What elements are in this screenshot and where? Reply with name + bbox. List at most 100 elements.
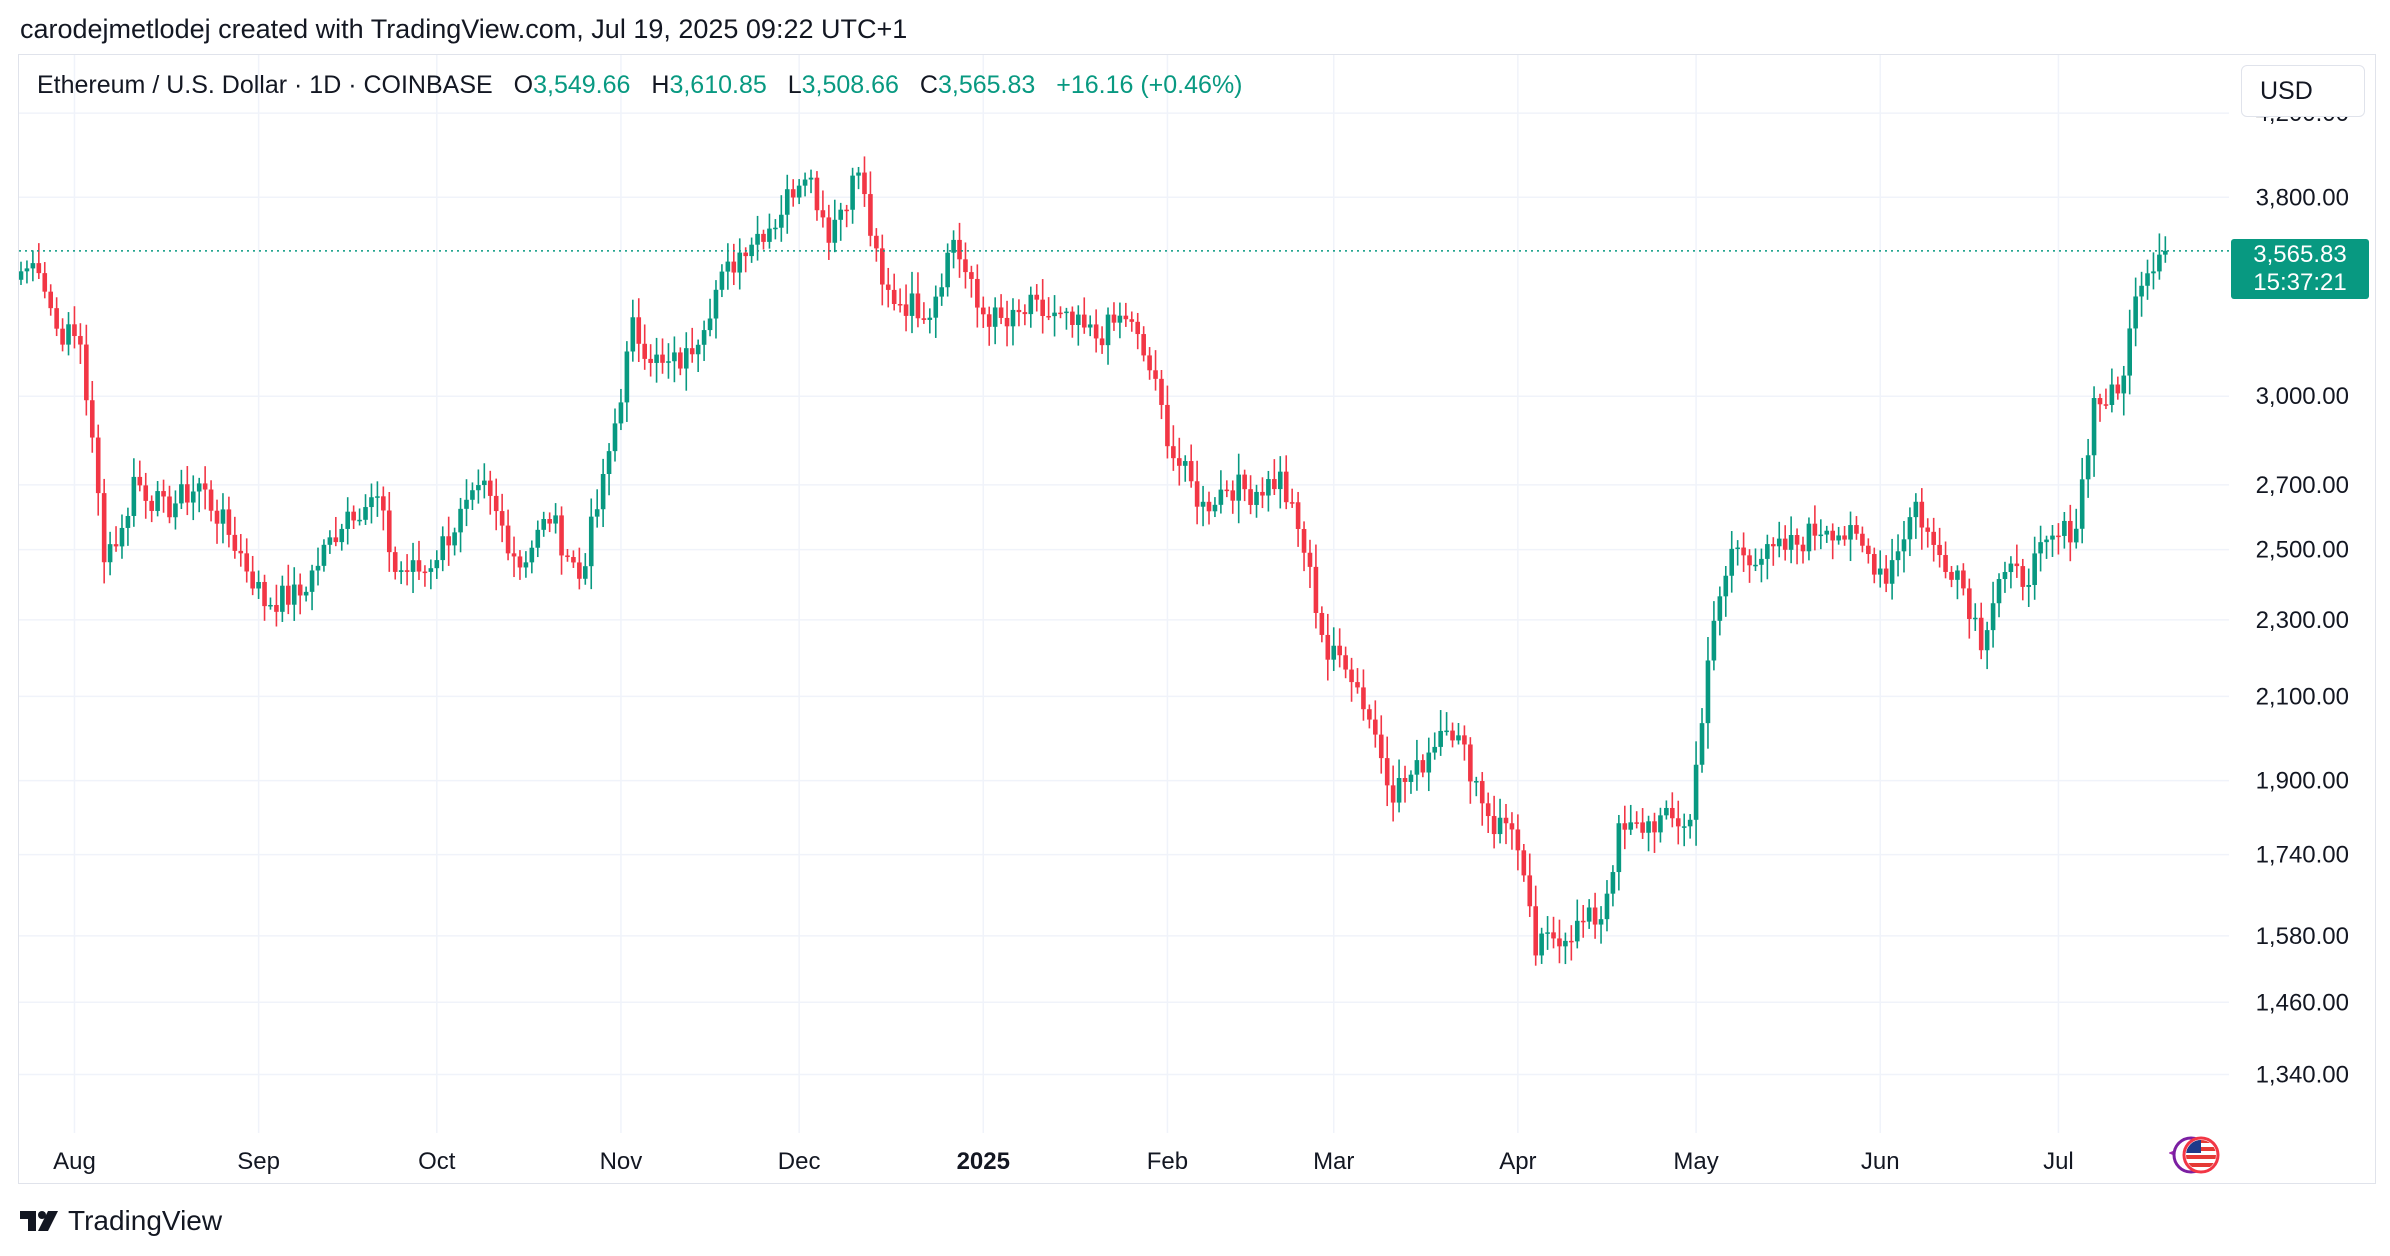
candle-body bbox=[1438, 730, 1443, 747]
candle-body bbox=[1462, 735, 1467, 745]
candle-body bbox=[618, 402, 624, 424]
candle-body bbox=[1111, 314, 1117, 323]
candle-body bbox=[1212, 504, 1218, 512]
candle-body bbox=[1349, 669, 1354, 683]
candle-body bbox=[885, 284, 891, 290]
candle-body bbox=[1515, 829, 1521, 851]
candle-body bbox=[1159, 378, 1164, 405]
time-axis-label: Sep bbox=[237, 1148, 280, 1175]
candle-body bbox=[1361, 687, 1366, 710]
candle-body bbox=[511, 553, 517, 557]
candle-body bbox=[1533, 906, 1538, 956]
chart-panel[interactable]: 4,200.003,800.003,000.002,700.002,500.00… bbox=[18, 54, 2376, 1184]
candle-body bbox=[737, 252, 743, 273]
candle-body bbox=[1087, 324, 1093, 328]
candle-body bbox=[1301, 529, 1307, 553]
candle-body bbox=[2115, 384, 2121, 394]
candle-body bbox=[321, 544, 327, 566]
candle-body bbox=[1420, 760, 1426, 773]
candle-body bbox=[1307, 552, 1313, 567]
candle-body bbox=[1646, 821, 1651, 833]
candle-body bbox=[945, 252, 950, 288]
candle-body bbox=[119, 527, 125, 547]
candle-body bbox=[755, 233, 760, 245]
candle-body bbox=[1836, 535, 1841, 541]
candle-body bbox=[1004, 317, 1010, 327]
candle-body bbox=[238, 550, 244, 554]
candle-body bbox=[1046, 315, 1051, 318]
candle-body bbox=[1616, 823, 1622, 873]
candle-body bbox=[125, 515, 131, 528]
candle-body bbox=[707, 318, 713, 331]
candle-body bbox=[1313, 566, 1319, 613]
time-axis-label: May bbox=[1673, 1148, 1718, 1175]
candle-body bbox=[909, 293, 915, 316]
candle-body bbox=[666, 361, 671, 363]
candle-body bbox=[1842, 535, 1847, 540]
currency-button[interactable]: USD bbox=[2241, 65, 2365, 117]
us-flag-icon[interactable] bbox=[2169, 1133, 2221, 1177]
candle-body bbox=[1871, 554, 1877, 575]
candle-body bbox=[678, 352, 683, 369]
candle-body bbox=[113, 544, 119, 547]
candle-body bbox=[1895, 551, 1901, 561]
candle-body bbox=[291, 584, 297, 605]
candle-body bbox=[1177, 458, 1182, 466]
candle-body bbox=[1070, 311, 1075, 325]
candle-body bbox=[167, 496, 172, 518]
price-axis[interactable]: 4,200.003,800.003,000.002,700.002,500.00… bbox=[2256, 100, 2349, 1088]
candle-body bbox=[957, 239, 962, 260]
candle-body bbox=[1610, 872, 1616, 894]
candle-body bbox=[921, 318, 927, 320]
candle-body bbox=[357, 519, 362, 522]
candle-body bbox=[1830, 530, 1835, 541]
candle-body bbox=[547, 519, 552, 524]
candle-body bbox=[1824, 530, 1830, 535]
candle-body bbox=[1236, 474, 1241, 501]
candle-body bbox=[648, 358, 653, 363]
candle-body bbox=[351, 511, 356, 521]
candle-body bbox=[868, 194, 873, 236]
candle-body bbox=[802, 179, 808, 186]
candle-body bbox=[1272, 479, 1277, 490]
candle-body bbox=[1996, 579, 2002, 604]
candles bbox=[19, 156, 2168, 966]
candle-body bbox=[1081, 314, 1087, 328]
price-chart[interactable]: 4,200.003,800.003,000.002,700.002,500.00… bbox=[19, 55, 2375, 1183]
candle-body bbox=[2133, 296, 2138, 329]
price-axis-label: 2,100.00 bbox=[2256, 683, 2349, 710]
candle-body bbox=[190, 491, 196, 503]
candle-body bbox=[78, 336, 83, 345]
candle-body bbox=[2097, 398, 2103, 405]
candle-body bbox=[624, 351, 630, 403]
candle-body bbox=[1343, 655, 1348, 670]
candle-body bbox=[2032, 553, 2037, 585]
candle-body bbox=[499, 511, 505, 526]
candle-body bbox=[1105, 314, 1111, 346]
candle-body bbox=[939, 287, 944, 297]
symbol-name[interactable]: Ethereum / U.S. Dollar · 1D · COINBASE bbox=[37, 71, 493, 99]
candle-body bbox=[339, 528, 345, 543]
candle-body bbox=[1497, 817, 1503, 835]
candle-body bbox=[975, 278, 980, 308]
candle-body bbox=[1129, 319, 1135, 322]
candle-body bbox=[1058, 312, 1063, 315]
candle-body bbox=[185, 484, 190, 503]
open-label: O bbox=[513, 71, 534, 99]
candle-body bbox=[1474, 781, 1479, 783]
symbol-legend[interactable]: Ethereum / U.S. Dollar · 1D · COINBASE O… bbox=[37, 71, 1243, 100]
tradingview-logo[interactable]: TradingView bbox=[20, 1204, 222, 1238]
candle-body bbox=[143, 485, 149, 501]
time-axis-label: Jul bbox=[2043, 1148, 2074, 1175]
candle-body bbox=[1937, 544, 1942, 556]
candle-body bbox=[553, 515, 558, 524]
candle-body bbox=[1931, 531, 1936, 545]
candle-body bbox=[101, 493, 107, 563]
candle-body bbox=[1925, 527, 1931, 532]
candle-body bbox=[891, 289, 897, 304]
candle-body bbox=[1598, 919, 1604, 925]
candle-body bbox=[2008, 563, 2014, 573]
time-axis[interactable]: Aug Sep Oct Nov Dec 2025 Feb Mar Apr May Jun Jul bbox=[53, 1148, 2074, 1175]
candle-body bbox=[1414, 760, 1420, 775]
candle-body bbox=[980, 307, 986, 315]
